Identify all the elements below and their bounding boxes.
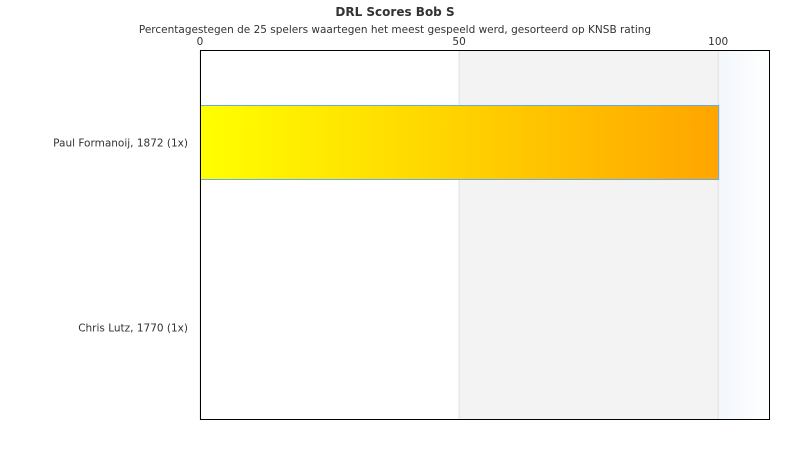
plot-border	[200, 50, 770, 420]
y-category-label: Paul Formanoij, 1872 (1x)	[53, 138, 188, 150]
x-tick-label: 50	[452, 36, 465, 48]
chart-title: DRL Scores Bob S	[335, 5, 454, 19]
y-category-label: Chris Lutz, 1770 (1x)	[78, 323, 188, 335]
bar	[200, 105, 720, 180]
chart-subtitle: Percentagestegen de 25 spelers waartegen…	[139, 24, 651, 36]
plot-band	[718, 50, 770, 420]
x-tick-label: 0	[197, 36, 204, 48]
x-tick-label: 100	[708, 36, 728, 48]
